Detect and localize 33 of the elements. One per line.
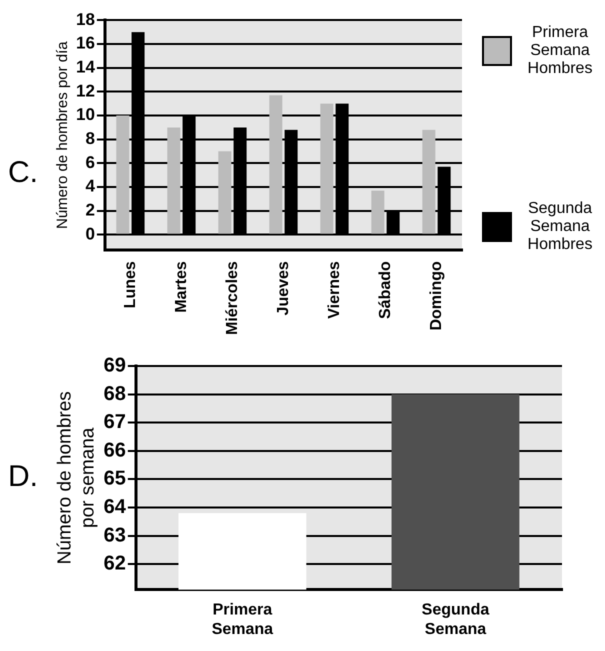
x-tick-label: Domingo [428, 260, 445, 331]
legend-label: Primera Semana Hombres [526, 24, 594, 78]
y-tick-label: 16 [76, 34, 95, 53]
y-tick-label: 6 [85, 152, 95, 172]
y-tick-label: 64 [104, 496, 127, 518]
y-tick-label: 62 [104, 552, 126, 575]
y-tick-label: 12 [76, 81, 95, 100]
text: C. [8, 156, 39, 190]
y-tick-label: 18 [76, 10, 95, 29]
x-tick-label: Miércoles [224, 261, 241, 335]
y-tick-label: 63 [104, 524, 126, 546]
y-tick-label: 4 [85, 176, 96, 196]
y-axis-title: Número de hombres por semana [54, 391, 98, 564]
x-tick-label: Lunes [122, 261, 139, 308]
legend-label: Segunda Semana Hombres [526, 200, 594, 254]
y-tick-label: 66 [104, 439, 126, 462]
x-tick-label: Jueves [274, 261, 292, 316]
y-tick-label: 8 [85, 129, 95, 148]
y-axis-title: Número de hombres por día [54, 40, 72, 229]
y-tick-label: 10 [76, 105, 95, 124]
y-tick-label: 2 [85, 200, 95, 220]
y-tick-label: 14 [76, 58, 96, 77]
x-tick-label: Primera Semana [212, 602, 274, 638]
y-tick-label: 69 [104, 354, 126, 377]
y-tick-label: 67 [104, 411, 126, 434]
y-tick-label: 65 [104, 468, 126, 490]
x-tick-label: Martes [172, 261, 190, 313]
y-tick-label: 0 [85, 224, 95, 244]
x-tick-label: Viernes [326, 261, 343, 319]
y-tick-label: 68 [104, 382, 126, 405]
x-tick-label: Sábado [376, 260, 394, 319]
text: D. [8, 460, 39, 494]
x-tick-label: Segunda Semana [422, 602, 490, 638]
